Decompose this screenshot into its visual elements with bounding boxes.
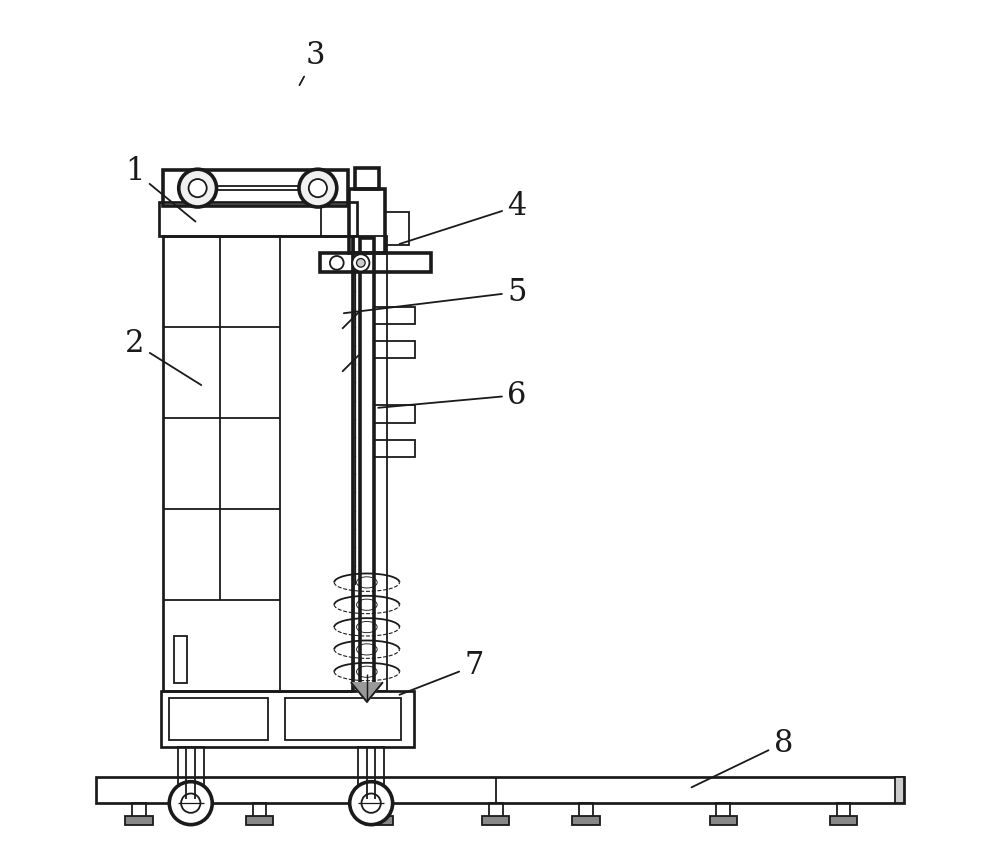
Bar — [246, 816, 273, 825]
Bar — [374, 440, 415, 457]
Bar — [895, 777, 904, 803]
Circle shape — [330, 256, 344, 270]
Bar — [374, 405, 415, 423]
Bar — [373, 803, 387, 819]
Circle shape — [181, 794, 200, 813]
Bar — [572, 816, 600, 825]
Bar — [358, 747, 384, 799]
Bar — [579, 803, 593, 819]
Bar — [163, 236, 352, 691]
Circle shape — [309, 179, 327, 198]
Bar — [837, 803, 850, 819]
Text: 4: 4 — [400, 191, 527, 244]
Circle shape — [357, 259, 365, 267]
Bar — [174, 636, 187, 683]
Bar — [349, 189, 385, 253]
Bar — [285, 698, 401, 740]
Polygon shape — [351, 683, 382, 702]
Bar — [132, 803, 146, 819]
Bar — [320, 253, 431, 272]
Bar — [385, 212, 409, 245]
Bar — [482, 816, 509, 825]
Bar — [159, 202, 357, 236]
Bar — [96, 777, 904, 803]
Circle shape — [350, 782, 393, 825]
Bar — [163, 170, 348, 206]
Bar — [178, 747, 204, 799]
Bar — [716, 803, 730, 819]
Bar — [489, 803, 503, 819]
Bar — [169, 698, 268, 740]
Bar — [710, 816, 737, 825]
Bar — [374, 341, 415, 358]
Text: 6: 6 — [378, 380, 527, 411]
Bar — [354, 236, 387, 691]
Text: 5: 5 — [344, 277, 527, 314]
Bar — [366, 816, 393, 825]
Bar — [360, 238, 374, 687]
Circle shape — [169, 782, 212, 825]
Circle shape — [299, 169, 337, 207]
Circle shape — [179, 169, 217, 207]
Bar — [253, 803, 266, 819]
Circle shape — [189, 179, 207, 198]
Text: 7: 7 — [400, 650, 484, 695]
Bar — [374, 307, 415, 324]
Text: 2: 2 — [125, 328, 201, 385]
Text: 3: 3 — [299, 40, 325, 85]
Text: 1: 1 — [125, 156, 195, 222]
Bar — [125, 816, 153, 825]
Circle shape — [361, 794, 381, 813]
Bar — [355, 168, 379, 189]
Bar — [830, 816, 857, 825]
Text: 8: 8 — [691, 728, 793, 788]
Bar — [161, 691, 414, 747]
Circle shape — [352, 254, 369, 271]
